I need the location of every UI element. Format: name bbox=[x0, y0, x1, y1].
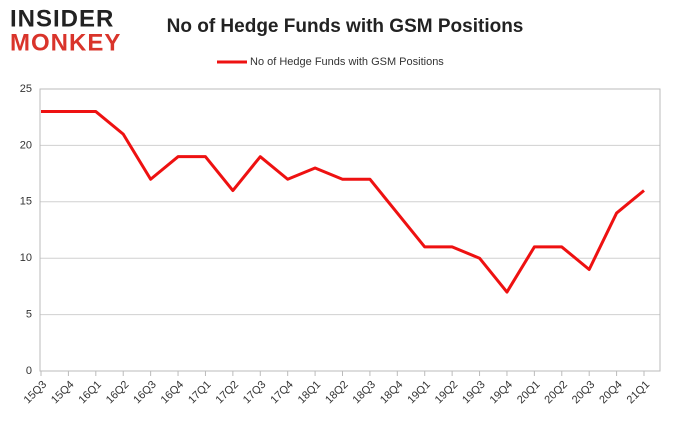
x-tick-label: 17Q1 bbox=[186, 379, 214, 407]
x-tick-label: 17Q2 bbox=[214, 379, 242, 407]
x-tick-label: 15Q4 bbox=[49, 379, 77, 407]
x-tick-label: 17Q4 bbox=[268, 379, 296, 407]
y-tick-label: 15 bbox=[20, 196, 32, 208]
y-tick-label: 25 bbox=[20, 83, 32, 95]
x-tick-label: 21Q1 bbox=[625, 379, 653, 407]
x-tick-label: 19Q2 bbox=[433, 379, 461, 407]
x-tick-label: 18Q1 bbox=[296, 379, 324, 407]
x-tick-label: 20Q2 bbox=[542, 379, 570, 407]
x-tick-label: 19Q1 bbox=[405, 379, 433, 407]
x-tick-label: 20Q3 bbox=[570, 379, 598, 407]
legend-label: No of Hedge Funds with GSM Positions bbox=[250, 56, 444, 68]
x-tick-label: 15Q3 bbox=[22, 379, 50, 407]
plot-border bbox=[39, 88, 661, 372]
chart-title: No of Hedge Funds with GSM Positions bbox=[167, 16, 524, 37]
x-tick-label: 16Q4 bbox=[159, 379, 187, 407]
x-tick-label: 16Q1 bbox=[76, 379, 104, 407]
x-tick-label: 18Q3 bbox=[351, 379, 379, 407]
x-tick-label: 20Q1 bbox=[515, 379, 543, 407]
logo-top: INSIDER bbox=[10, 5, 114, 32]
x-tick-label: 18Q2 bbox=[323, 379, 351, 407]
x-tick-label: 16Q2 bbox=[104, 379, 132, 407]
x-tick-label: 19Q3 bbox=[460, 379, 488, 407]
x-tick-label: 16Q3 bbox=[131, 379, 159, 407]
x-tick-label: 17Q3 bbox=[241, 379, 269, 407]
x-tick-label: 19Q4 bbox=[488, 379, 516, 407]
y-tick-label: 0 bbox=[26, 365, 32, 377]
x-tick-label: 18Q4 bbox=[378, 379, 406, 407]
y-tick-label: 10 bbox=[20, 252, 32, 264]
logo-bottom: MONKEY bbox=[10, 29, 121, 56]
y-tick-label: 20 bbox=[20, 139, 32, 151]
line bbox=[41, 110, 645, 294]
y-tick-label: 5 bbox=[26, 309, 32, 321]
x-tick-label: 20Q4 bbox=[597, 379, 625, 407]
